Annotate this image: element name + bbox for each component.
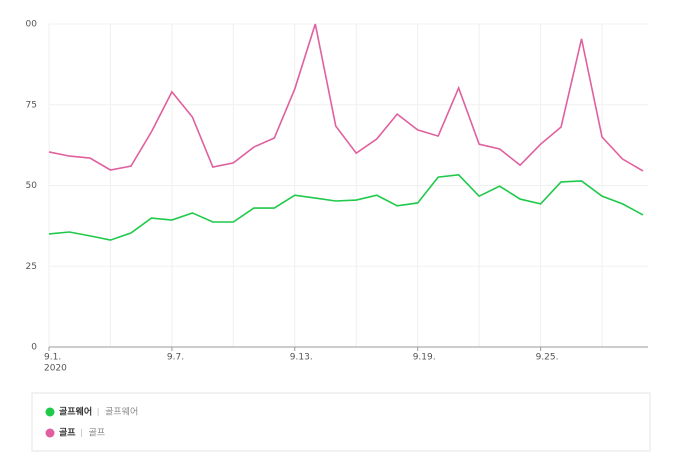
x-tick-label: 9.1. xyxy=(44,353,61,363)
series-line xyxy=(48,174,644,241)
legend-box xyxy=(31,392,651,452)
legend-name: 골프웨어 xyxy=(59,406,92,418)
series-line xyxy=(48,23,644,172)
y-tick-label: 00 xyxy=(26,20,38,30)
x-tick-label: 9.19. xyxy=(413,353,436,363)
y-tick-label: 75 xyxy=(26,100,37,110)
y-tick-label: 25 xyxy=(26,262,37,272)
y-tick-label: 0 xyxy=(31,343,37,353)
legend-marker xyxy=(45,428,55,438)
legend-keywords: 골프웨어 xyxy=(105,406,138,418)
x-tick-label: 9.25. xyxy=(536,353,559,363)
legend-keywords: 골프 xyxy=(89,428,106,439)
x-tick-label: 9.7. xyxy=(167,353,184,363)
y-tick-label: 50 xyxy=(26,181,38,191)
year-label: 2020 xyxy=(44,364,67,374)
x-tick-label: 9.13. xyxy=(290,353,313,363)
legend-name: 골프 xyxy=(59,428,76,439)
legend-marker xyxy=(45,407,55,417)
